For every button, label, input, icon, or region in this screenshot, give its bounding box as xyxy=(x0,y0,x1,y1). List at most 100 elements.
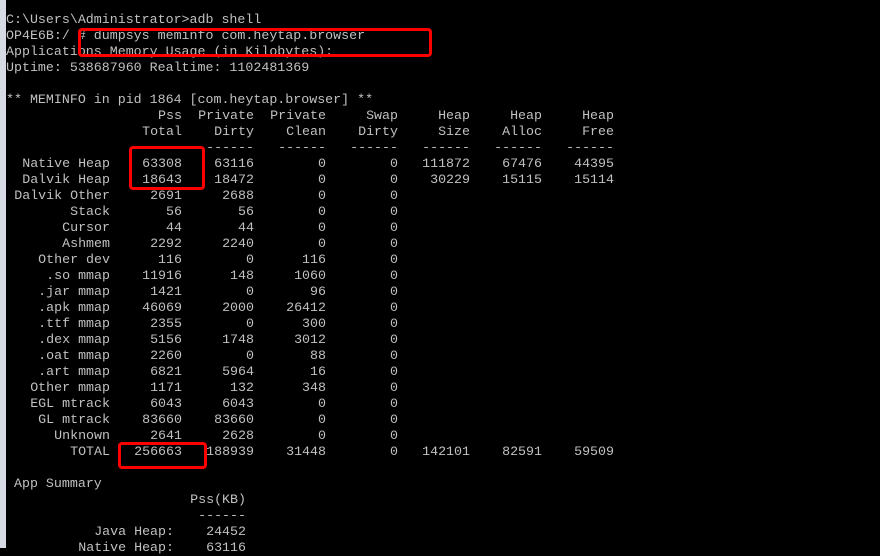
table-cell: 0 xyxy=(390,444,398,459)
header-separator: ------ xyxy=(206,140,254,155)
table-cell: 0 xyxy=(318,156,326,171)
table-cell: 0 xyxy=(390,252,398,267)
meminfo-title: ** MEMINFO in pid 1864 [com.heytap.brows… xyxy=(6,92,374,107)
table-cell: 46069 xyxy=(142,300,182,315)
row-label: .so mmap xyxy=(46,268,110,283)
table-cell: 300 xyxy=(302,316,326,331)
highlight-command xyxy=(78,28,432,57)
table-cell: 26412 xyxy=(286,300,326,315)
table-cell: 30229 xyxy=(430,172,470,187)
table-cell: 0 xyxy=(246,316,254,331)
table-cell: 0 xyxy=(318,172,326,187)
table-cell: 0 xyxy=(390,284,398,299)
summary-label: Java Heap: xyxy=(94,524,174,539)
table-cell: 2688 xyxy=(222,188,254,203)
table-cell: 1171 xyxy=(150,380,182,395)
table-cell: 59509 xyxy=(574,444,614,459)
column-header: Private xyxy=(270,108,326,123)
table-cell: 3012 xyxy=(294,332,326,347)
table-cell: 0 xyxy=(318,188,326,203)
table-cell: 348 xyxy=(302,380,326,395)
row-label: EGL mtrack xyxy=(30,396,110,411)
header-separator: ------ xyxy=(350,140,398,155)
uptime-line: Uptime: 538687960 Realtime: 1102481369 xyxy=(6,60,310,75)
column-header: Heap xyxy=(582,108,614,123)
table-cell: 82591 xyxy=(502,444,542,459)
table-cell: 256663 xyxy=(134,444,182,459)
table-cell: 18472 xyxy=(214,172,254,187)
row-label: Stack xyxy=(70,204,110,219)
table-cell: 15114 xyxy=(574,172,614,187)
table-cell: 6821 xyxy=(150,364,182,379)
table-cell: 0 xyxy=(390,156,398,171)
table-cell: 142101 xyxy=(422,444,470,459)
column-header: Private xyxy=(198,108,254,123)
table-cell: 67476 xyxy=(502,156,542,171)
summary-value: 24452 xyxy=(206,524,246,539)
table-cell: 2260 xyxy=(150,348,182,363)
column-header: Dirty xyxy=(214,124,254,139)
table-cell: 116 xyxy=(302,252,326,267)
table-cell: 0 xyxy=(390,316,398,331)
row-label: .art mmap xyxy=(38,364,110,379)
column-header: Alloc xyxy=(502,124,542,139)
header-separator: ------ xyxy=(494,140,542,155)
table-cell: 56 xyxy=(238,204,254,219)
table-cell: 2240 xyxy=(222,236,254,251)
row-label: Dalvik Other xyxy=(14,188,110,203)
table-cell: 2000 xyxy=(222,300,254,315)
table-cell: 0 xyxy=(390,268,398,283)
table-cell: 96 xyxy=(310,284,326,299)
table-cell: 0 xyxy=(318,396,326,411)
table-cell: 0 xyxy=(318,412,326,427)
table-cell: 2628 xyxy=(222,428,254,443)
table-cell: 2641 xyxy=(150,428,182,443)
table-cell: 0 xyxy=(246,252,254,267)
column-header: Clean xyxy=(286,124,326,139)
table-cell: 132 xyxy=(230,380,254,395)
table-cell: 1421 xyxy=(150,284,182,299)
table-cell: 63308 xyxy=(142,156,182,171)
row-label: Ashmem xyxy=(62,236,110,251)
table-cell: 11916 xyxy=(142,268,182,283)
table-cell: 0 xyxy=(390,348,398,363)
table-cell: 63116 xyxy=(214,156,254,171)
row-label: Dalvik Heap xyxy=(22,172,110,187)
table-cell: 2292 xyxy=(150,236,182,251)
table-cell: 44 xyxy=(238,220,254,235)
table-cell: 188939 xyxy=(206,444,254,459)
row-label: Cursor xyxy=(62,220,110,235)
column-header: Free xyxy=(582,124,614,139)
table-cell: 6043 xyxy=(222,396,254,411)
column-header: Swap xyxy=(366,108,398,123)
table-cell: 0 xyxy=(318,220,326,235)
row-label: .apk mmap xyxy=(38,300,110,315)
table-cell: 16 xyxy=(310,364,326,379)
column-header: Heap xyxy=(510,108,542,123)
table-cell: 2691 xyxy=(150,188,182,203)
highlight-heap-pss xyxy=(129,146,205,190)
column-header: Total xyxy=(142,124,182,139)
table-cell: 1060 xyxy=(294,268,326,283)
table-cell: 5156 xyxy=(150,332,182,347)
window-border xyxy=(0,0,6,548)
column-header: Size xyxy=(438,124,470,139)
table-cell: 0 xyxy=(390,412,398,427)
column-header: Pss xyxy=(158,108,182,123)
table-cell: 1748 xyxy=(222,332,254,347)
table-cell: 31448 xyxy=(286,444,326,459)
table-cell: 56 xyxy=(166,204,182,219)
table-cell: 83660 xyxy=(214,412,254,427)
header-separator: ------ xyxy=(278,140,326,155)
row-label: Unknown xyxy=(54,428,110,443)
table-cell: 111872 xyxy=(422,156,470,171)
table-cell: 0 xyxy=(246,284,254,299)
highlight-total-pss xyxy=(118,442,207,469)
table-cell: 0 xyxy=(390,236,398,251)
table-cell: 0 xyxy=(318,428,326,443)
row-label: GL mtrack xyxy=(38,412,110,427)
table-cell: 0 xyxy=(318,236,326,251)
table-cell: 15115 xyxy=(502,172,542,187)
command-line: OP4E6B:/ # dumpsys meminfo com.heytap.br… xyxy=(6,28,366,43)
table-cell: 2355 xyxy=(150,316,182,331)
